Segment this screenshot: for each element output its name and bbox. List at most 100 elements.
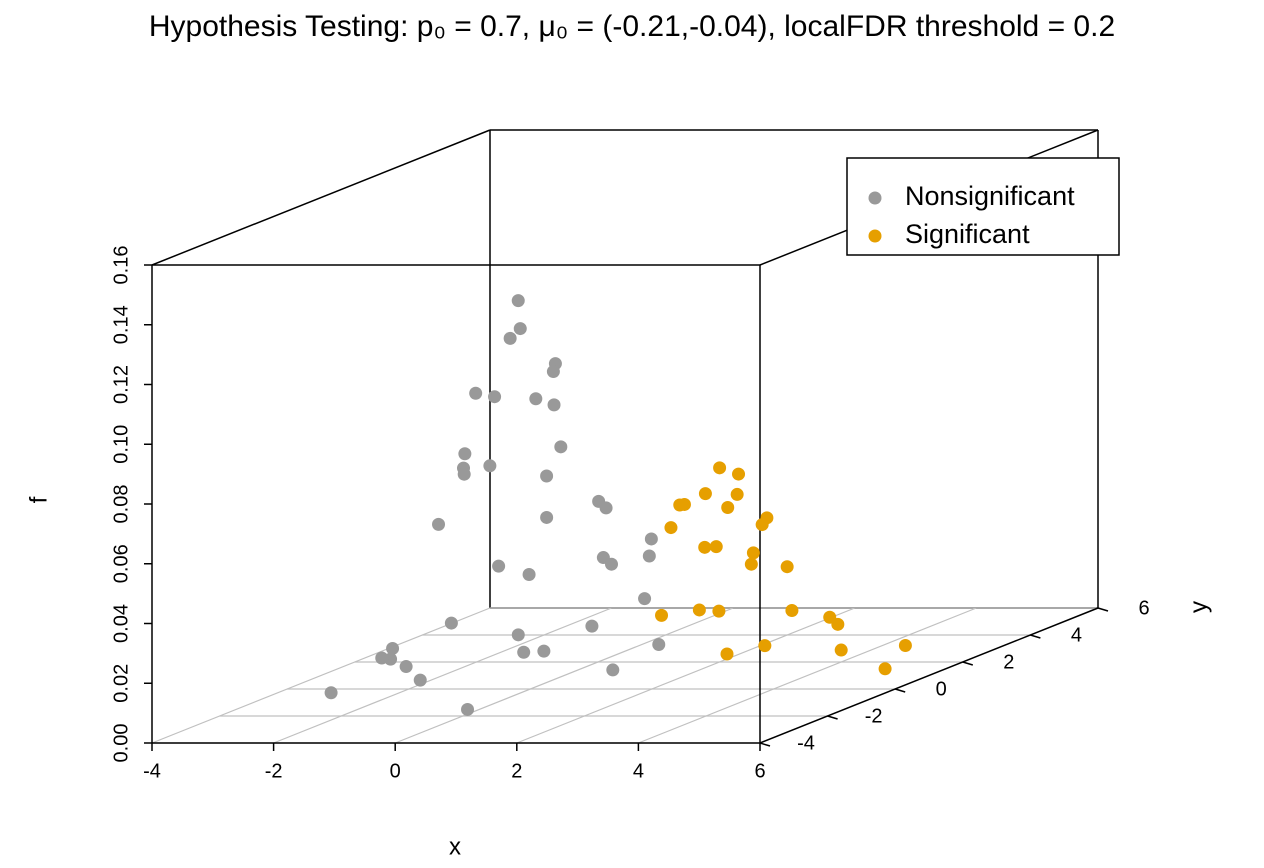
point	[522, 568, 536, 581]
y-tick-label: 6	[1138, 597, 1149, 619]
x-tick-label: -4	[143, 760, 161, 782]
point	[638, 592, 652, 606]
point	[605, 557, 618, 571]
grid-line	[516, 607, 856, 744]
z-tick-label: 0.08	[110, 485, 132, 524]
point	[503, 331, 517, 345]
point	[458, 447, 472, 461]
point	[664, 521, 678, 535]
point	[529, 392, 543, 406]
point	[709, 540, 723, 554]
point	[673, 498, 687, 512]
y-axis-label: y	[1185, 601, 1212, 613]
z-tick-label: 0.06	[110, 544, 132, 583]
y-tick-label: 2	[1003, 651, 1014, 673]
point	[655, 608, 669, 622]
point	[399, 660, 413, 674]
point	[546, 365, 560, 379]
point	[492, 559, 506, 573]
legend-marker	[868, 229, 882, 243]
series	[324, 294, 666, 716]
point	[461, 702, 475, 716]
point	[432, 517, 446, 531]
point	[652, 637, 666, 651]
point	[698, 540, 712, 554]
z-tick-label: 0.02	[110, 664, 132, 703]
point	[324, 686, 338, 700]
point	[554, 440, 568, 454]
point	[444, 616, 458, 630]
point	[537, 644, 551, 658]
chart-title: Hypothesis Testing: p₀ = 0.7, μ₀ = (-0.2…	[149, 10, 1115, 43]
point	[755, 518, 769, 532]
z-tick-label: 0.10	[110, 425, 132, 464]
legend-label: Nonsignificant	[905, 181, 1075, 211]
grid-line	[151, 607, 491, 744]
y-tick-label: -4	[797, 732, 815, 754]
point	[780, 560, 794, 574]
point	[712, 604, 726, 618]
y-tick-label: 0	[936, 678, 947, 700]
point	[375, 651, 389, 665]
y-tick	[894, 688, 906, 693]
point	[692, 603, 706, 617]
point	[547, 398, 561, 412]
legend-label: Significant	[905, 219, 1030, 249]
point	[644, 532, 658, 546]
y-tick	[759, 742, 771, 747]
point	[823, 610, 837, 624]
point	[513, 322, 527, 336]
y-tick	[1030, 634, 1041, 639]
z-tick-label: 0.16	[110, 246, 132, 285]
point	[457, 467, 471, 481]
point	[469, 386, 483, 400]
point	[713, 461, 727, 475]
y-tick	[962, 661, 974, 666]
point	[878, 662, 892, 676]
point	[517, 645, 531, 659]
legend-marker	[868, 191, 882, 205]
x-tick-label: 4	[633, 760, 644, 782]
point	[721, 501, 735, 515]
z-tick-label: 0.14	[110, 305, 132, 344]
point	[785, 604, 799, 618]
grid-line	[638, 607, 977, 744]
x-tick-label: 6	[754, 760, 765, 782]
grid-line	[273, 607, 612, 744]
point	[386, 641, 400, 655]
point	[834, 643, 848, 657]
point	[898, 639, 912, 653]
series	[655, 461, 912, 676]
x-axis-label: x	[449, 833, 461, 860]
point	[746, 546, 760, 560]
point	[698, 487, 712, 501]
z-axis-label: f	[25, 496, 52, 503]
point	[744, 557, 758, 571]
point	[413, 673, 427, 687]
x-tick-label: 0	[390, 760, 401, 782]
z-tick-label: 0.04	[110, 604, 132, 643]
box-edge	[151, 129, 491, 266]
point	[488, 390, 502, 404]
point	[511, 294, 525, 308]
point	[732, 467, 746, 481]
y-tick-label: -2	[865, 705, 883, 727]
y-tick-label: 4	[1071, 624, 1082, 646]
point	[540, 469, 554, 483]
box-edge	[759, 607, 1099, 744]
point	[730, 487, 744, 501]
point	[585, 619, 599, 633]
grid-line	[394, 607, 734, 744]
point	[606, 663, 620, 677]
point	[483, 459, 497, 473]
z-tick-label: 0.00	[110, 724, 132, 763]
x-tick-label: 2	[511, 760, 522, 782]
point	[720, 647, 734, 661]
point	[511, 628, 525, 642]
point	[758, 639, 772, 653]
z-tick-label: 0.12	[110, 365, 132, 404]
y-tick	[1097, 607, 1109, 612]
point	[642, 549, 656, 563]
